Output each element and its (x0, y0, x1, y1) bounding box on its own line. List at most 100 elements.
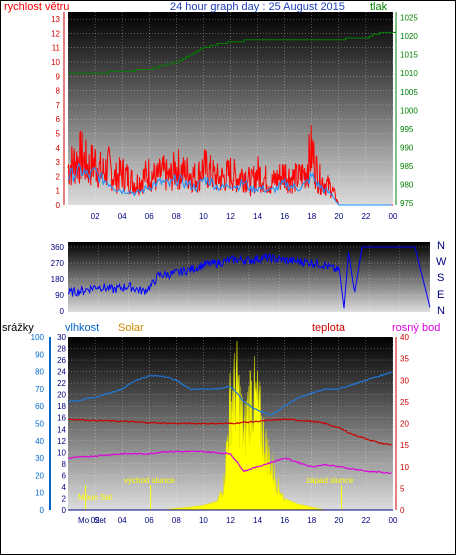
wind-x-tick-label: 14 (253, 212, 262, 221)
pressure-y-tick-label: 1000 (400, 106, 418, 115)
temp-y-tick-label: 40 (400, 333, 409, 342)
temp-y-tick-label: 25 (400, 398, 409, 407)
sunrise-annotation: východ slunce (124, 476, 175, 485)
humidity-y-tick-label: 2 (62, 494, 67, 503)
rain-y-tick-label: 70 (35, 385, 44, 394)
climate-x-tick-label: 16 (280, 516, 289, 525)
humidity-y-tick-label: 14 (57, 425, 66, 434)
climate-x-tick-label: 12 (226, 516, 235, 525)
compass-w: W (436, 256, 447, 268)
wind-y-tick-label: 0 (56, 201, 61, 210)
rain-y-tick-label: 60 (35, 402, 44, 411)
climate-x-tick-label: 10 (199, 516, 208, 525)
moon-tick-label: Mo (78, 516, 90, 525)
rain-y-tick-label: 90 (35, 350, 44, 359)
direction-y-tick-label: 180 (51, 275, 65, 284)
pressure-y-tick-label: 995 (400, 125, 414, 134)
climate-x-tick-label: 18 (307, 516, 316, 525)
humidity-y-tick-label: 24 (57, 368, 66, 377)
humidity-y-tick-label: 18 (57, 402, 66, 411)
rain-y-tick-label: 20 (35, 471, 44, 480)
wind-x-tick-label: 02 (91, 212, 100, 221)
rain-y-tick-label: 50 (35, 420, 44, 429)
wind-y-tick-label: 7 (56, 101, 61, 110)
temp-y-tick-label: 15 (400, 441, 409, 450)
pressure-y-tick-label: 980 (400, 181, 414, 190)
wind-x-tick-label: 00 (389, 212, 398, 221)
climate-x-tick-label: 08 (172, 516, 181, 525)
wind-avg-series (67, 162, 392, 206)
humidity-y-tick-label: 16 (57, 414, 66, 423)
compass-n-bottom: N (437, 305, 445, 317)
dew-series (67, 450, 392, 475)
pressure-y-tick-label: 985 (400, 162, 414, 171)
climate-x-tick-label: 14 (253, 516, 262, 525)
compass-e: E (437, 289, 444, 301)
humidity-y-tick-label: 12 (57, 437, 66, 446)
wind-y-tick-label: 12 (51, 29, 60, 38)
dew-axis-label: rosný bod (392, 322, 440, 334)
solar-axis-label: Solar (118, 322, 144, 334)
wind-y-tick-label: 4 (56, 144, 61, 153)
direction-y-tick-label: 270 (51, 259, 65, 268)
pressure-series (68, 31, 397, 74)
humidity-y-tick-label: 4 (62, 483, 67, 492)
direction-series (67, 246, 431, 309)
moon-tick-label-2: Set (94, 516, 107, 525)
rain-axis-label: srážky (2, 322, 34, 334)
pressure-axis-label: tlak (370, 1, 388, 13)
climate-x-tick-label: 00 (389, 516, 398, 525)
wind-y-tick-label: 9 (56, 72, 61, 81)
wind-x-tick-label: 04 (118, 212, 127, 221)
humidity-axis-label: vlhkost (65, 322, 99, 334)
wind-x-tick-label: 12 (226, 212, 235, 221)
wind-y-tick-label: 1 (56, 187, 61, 196)
wind-y-tick-label: 10 (51, 58, 60, 67)
humidity-y-tick-label: 22 (57, 379, 66, 388)
temp-y-tick-label: 35 (400, 355, 409, 364)
wind-x-tick-label: 16 (280, 212, 289, 221)
humidity-y-tick-label: 0 (62, 506, 67, 515)
rain-y-tick-label: 80 (35, 368, 44, 377)
pressure-y-tick-label: 990 (400, 143, 414, 152)
wind-y-tick-label: 2 (56, 172, 61, 181)
sunset-annotation: západ slunce (306, 476, 354, 485)
solar-series (149, 340, 326, 511)
chart-title: 24 hour graph day : 25 August 2015 (170, 1, 345, 13)
pressure-y-tick-label: 1020 (400, 32, 418, 41)
humidity-y-tick-label: 20 (57, 391, 66, 400)
climate-x-tick-label: 20 (334, 516, 343, 525)
rain-y-tick-label: 100 (31, 333, 45, 342)
climate-x-tick-label: 02 (91, 516, 100, 525)
temp-axis-label: teplota (312, 322, 346, 334)
compass-n-top: N (437, 240, 445, 252)
wind-y-tick-label: 13 (51, 15, 60, 24)
wind-y-tick-label: 6 (56, 115, 61, 124)
direction-y-tick-label: 90 (55, 291, 64, 300)
wind-x-tick-label: 06 (145, 212, 154, 221)
humidity-series (67, 371, 392, 416)
wind-y-tick-label: 5 (56, 130, 61, 139)
wind-axis-label: rychlost větru (4, 1, 69, 13)
pressure-y-tick-label: 1025 (400, 14, 418, 23)
wind-x-tick-label: 10 (199, 212, 208, 221)
rain-y-tick-label: 10 (35, 489, 44, 498)
wind-x-tick-label: 08 (172, 212, 181, 221)
wind-y-tick-label: 3 (56, 158, 61, 167)
temp-y-tick-label: 5 (400, 484, 405, 493)
pressure-y-tick-label: 1010 (400, 69, 418, 78)
direction-y-tick-label: 360 (51, 243, 65, 252)
compass-s: S (437, 272, 444, 284)
wind-x-tick-label: 20 (334, 212, 343, 221)
temp-y-tick-label: 0 (400, 506, 405, 515)
humidity-y-tick-label: 6 (62, 471, 67, 480)
temp-y-tick-label: 10 (400, 463, 409, 472)
humidity-y-tick-label: 26 (57, 356, 66, 365)
humidity-y-tick-label: 8 (62, 460, 67, 469)
temp-y-tick-label: 30 (400, 376, 409, 385)
wind-y-tick-label: 11 (52, 44, 61, 53)
direction-y-tick-label: 0 (60, 307, 65, 316)
moonset-annotation: Moon Set (78, 493, 113, 502)
climate-x-tick-label: 22 (361, 516, 370, 525)
climate-x-tick-label: 04 (118, 516, 127, 525)
